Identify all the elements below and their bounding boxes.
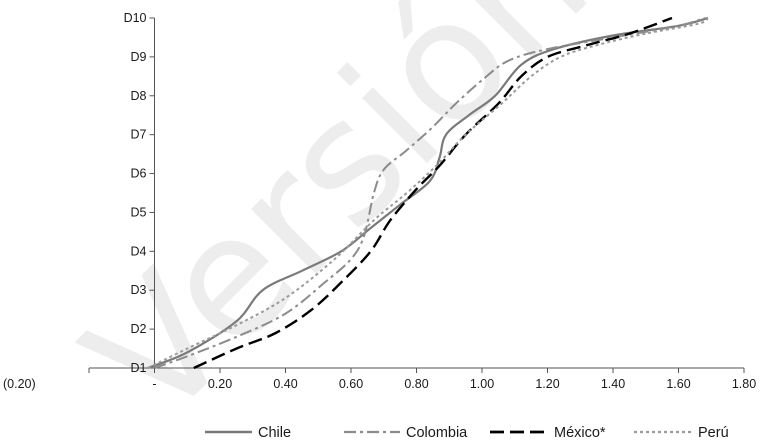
series-line-colombia <box>154 17 705 369</box>
legend-label: México* <box>554 425 606 441</box>
x-tick-label: 1.80 <box>732 377 756 391</box>
legend: Chile Colombia México* Perú <box>205 425 729 441</box>
y-tick-label: D5 <box>131 205 147 219</box>
x-tick-label: 1.20 <box>535 377 559 391</box>
series-line-per <box>147 17 709 369</box>
x-tick-label: 0.60 <box>339 377 363 391</box>
x-tick-label: - <box>152 377 156 391</box>
y-tick-label: D3 <box>131 283 147 297</box>
x-tick-label: 0.20 <box>208 377 232 391</box>
x-tick-label: 0.80 <box>404 377 428 391</box>
y-tick-label: D2 <box>131 322 147 336</box>
x-tick-label: (0.20) <box>3 377 36 391</box>
y-tick-label: D4 <box>131 244 147 258</box>
y-tick-label: D7 <box>131 128 147 142</box>
y-tick-label: D9 <box>131 50 147 64</box>
x-tick-label: 0.40 <box>273 377 297 391</box>
legend-label: Chile <box>258 425 291 441</box>
series-line-m-xico <box>193 16 673 370</box>
plot-area <box>147 16 709 370</box>
legend-label: Colombia <box>406 425 468 441</box>
y-tick-label: D8 <box>131 89 147 103</box>
y-tick-label: D10 <box>124 11 147 25</box>
y-tick-label: D6 <box>131 167 147 181</box>
axes: D1 D2 D3 D4 D5 D6 D7 D8 D9 D10 (0.20) - 0.20 0.40 0.60… <box>3 11 756 391</box>
x-tick-label: 1.40 <box>601 377 625 391</box>
y-tick-label: D1 <box>131 361 147 375</box>
legend-label: Perú <box>698 425 729 441</box>
x-tick-label: 1.60 <box>666 377 690 391</box>
x-tick-label: 1.00 <box>470 377 494 391</box>
